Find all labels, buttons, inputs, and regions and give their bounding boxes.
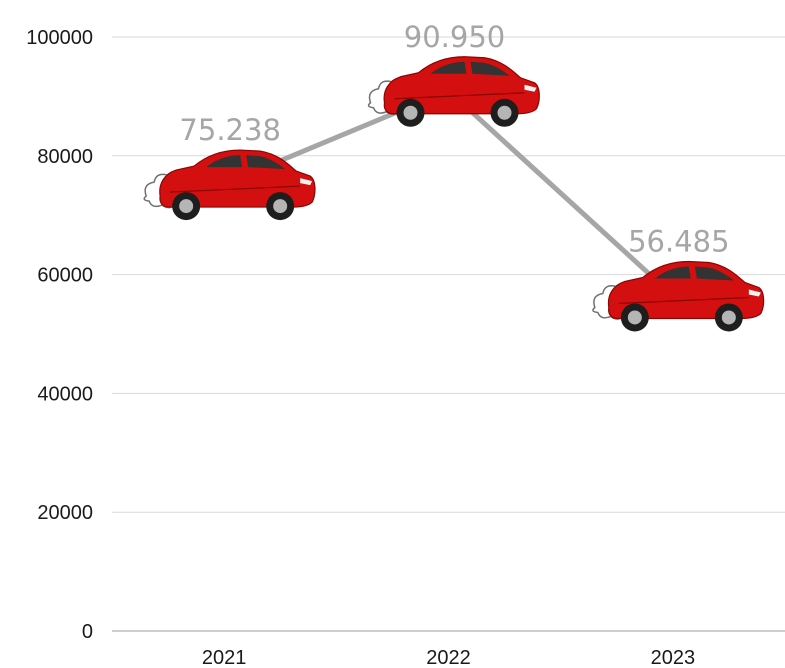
x-axis: 2021 2022 2023: [112, 630, 785, 668]
x-tick-label: 2021: [202, 647, 247, 668]
y-tick-label: 40000: [37, 383, 93, 405]
car-marker-icon: [367, 56, 541, 128]
data-label: 56.485: [628, 224, 729, 258]
x-tick-label: 2023: [651, 647, 696, 668]
y-axis: 0 20000 40000 60000 80000 100000: [26, 27, 93, 643]
y-tick-label: 0: [82, 621, 93, 643]
y-tick-label: 100000: [26, 27, 93, 49]
y-tick-label: 60000: [37, 265, 93, 287]
y-tick-label: 80000: [37, 146, 93, 168]
x-tick-label: 2022: [426, 647, 471, 668]
y-tick-label: 20000: [37, 502, 93, 524]
car-marker-icon: [143, 149, 316, 221]
data-labels: 75.238 90.950 56.485: [179, 20, 729, 259]
car-markers: [143, 56, 765, 333]
data-label: 90.950: [404, 20, 505, 54]
car-marker-icon: [592, 260, 765, 333]
data-label: 75.238: [179, 113, 280, 147]
